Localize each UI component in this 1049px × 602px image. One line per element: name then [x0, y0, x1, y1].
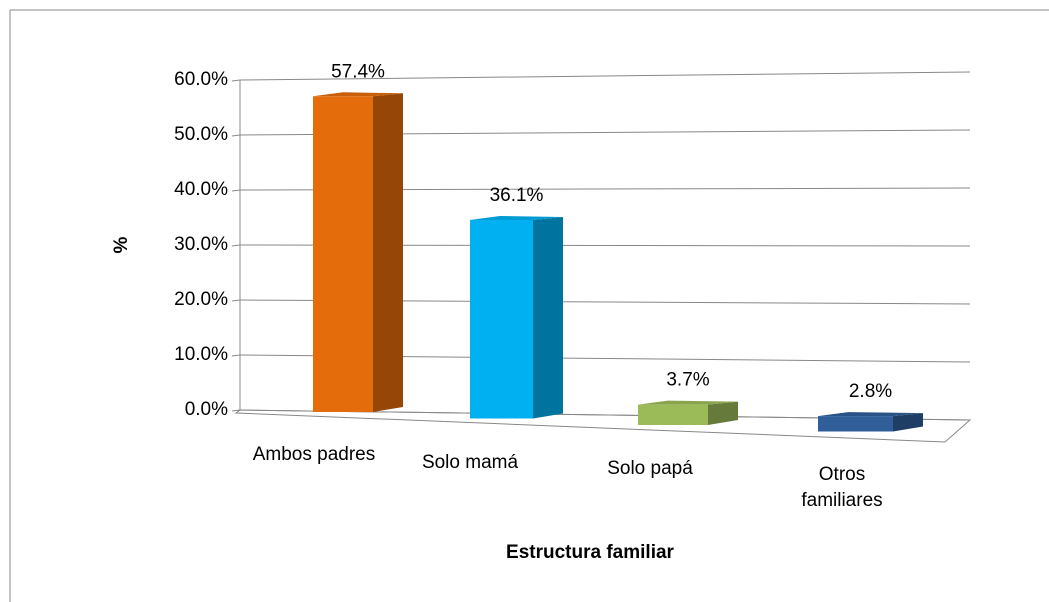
tick-mark	[231, 244, 241, 247]
y-tick-label: 40.0%	[174, 179, 228, 200]
y-axis-label: %	[111, 236, 132, 253]
bar	[818, 416, 893, 432]
tick-mark	[231, 189, 241, 192]
y-tick-label: 10.0%	[174, 344, 228, 365]
data-label: 2.8%	[849, 381, 892, 402]
x-tick-label: Solo mamá	[421, 452, 519, 473]
y-tick-label: 50.0%	[174, 124, 228, 145]
x-tick-label: Ambos padres	[252, 444, 376, 465]
grid-line	[239, 71, 971, 81]
x-tick-label: Otros familiares	[801, 464, 883, 511]
y-tick-label: 30.0%	[174, 234, 228, 255]
bar	[313, 96, 373, 413]
bar-side	[373, 93, 403, 413]
y-tick-label: 60.0%	[174, 69, 228, 90]
bar-top	[638, 400, 738, 405]
bar-side	[708, 401, 738, 425]
data-label: 3.7%	[666, 370, 709, 391]
bar-side	[533, 216, 563, 419]
y-tick-label: 20.0%	[174, 289, 228, 310]
tick-mark	[231, 79, 241, 82]
data-label: 36.1%	[490, 185, 544, 206]
bar-side	[893, 413, 923, 432]
bar	[638, 404, 708, 425]
tick-mark	[231, 354, 241, 357]
y-tick-label: 0.0%	[185, 399, 228, 420]
bar-top	[818, 412, 923, 417]
bar-top	[470, 215, 563, 220]
tick-mark	[231, 299, 241, 302]
x-tick-label: Solo papá	[607, 458, 693, 479]
tick-mark	[231, 409, 241, 412]
bar	[470, 219, 533, 419]
x-axis-label: Estructura familiar	[506, 542, 674, 563]
tick-mark	[231, 134, 241, 137]
data-label: 57.4%	[331, 61, 385, 82]
bar-top	[313, 92, 403, 97]
